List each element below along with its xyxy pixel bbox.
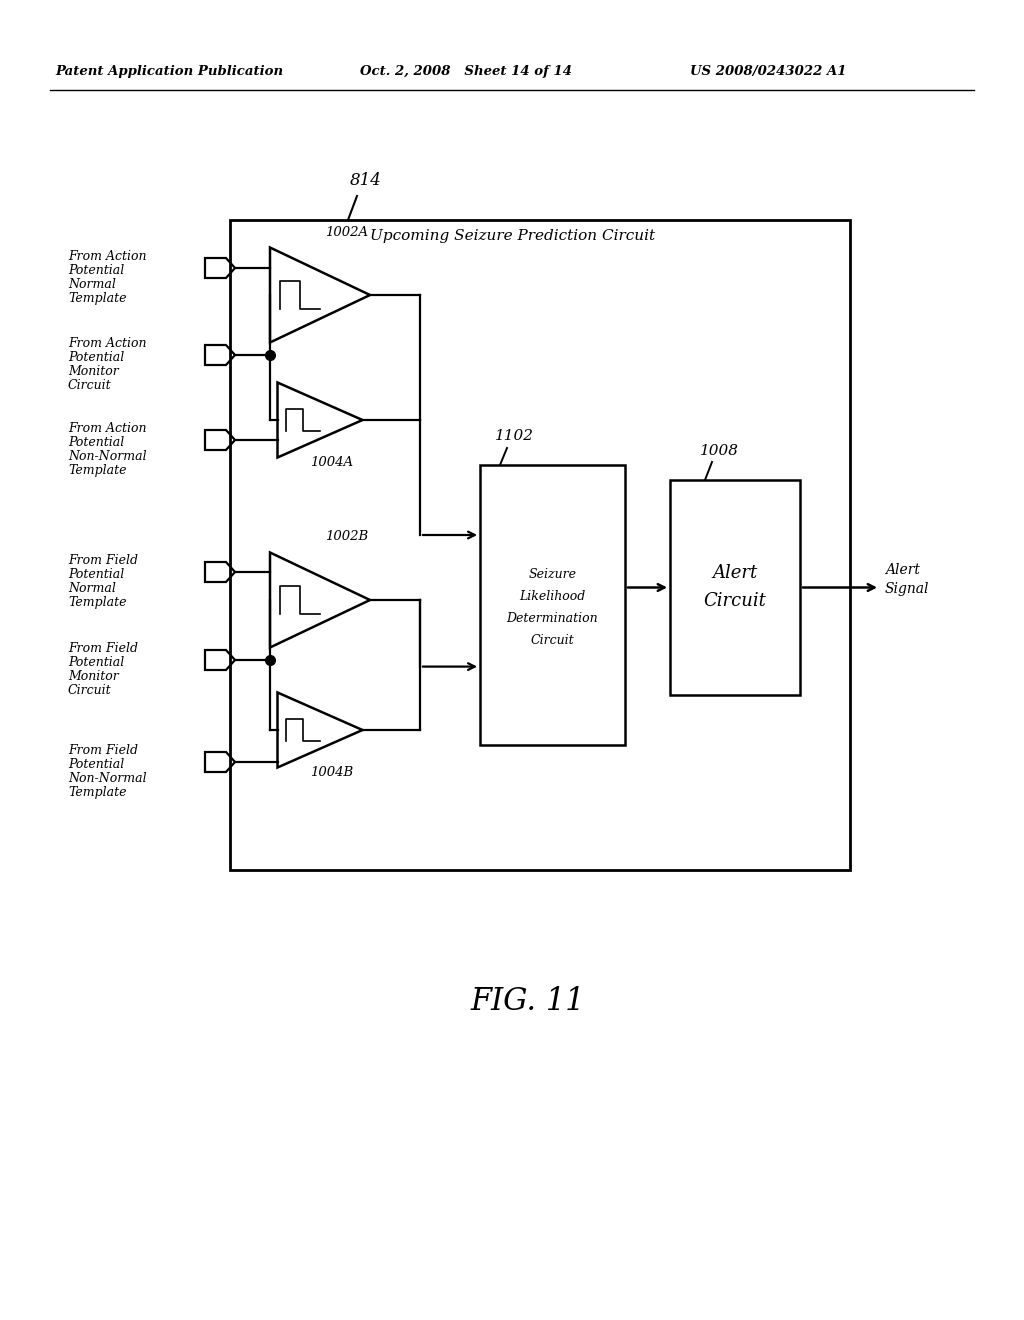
Text: Template: Template [68,292,127,305]
Text: Upcoming Seizure Prediction Circuit: Upcoming Seizure Prediction Circuit [370,228,655,243]
Text: Signal: Signal [885,582,930,597]
Text: From Field: From Field [68,642,138,655]
Text: 1004A: 1004A [310,455,353,469]
Text: Non-Normal: Non-Normal [68,450,146,463]
Text: Template: Template [68,465,127,477]
Text: Oct. 2, 2008   Sheet 14 of 14: Oct. 2, 2008 Sheet 14 of 14 [360,65,572,78]
Text: Template: Template [68,597,127,609]
Text: From Field: From Field [68,554,138,568]
Text: Determination: Determination [507,612,598,626]
Text: Template: Template [68,785,127,799]
Text: 1002A: 1002A [325,226,368,239]
Text: Likelihood: Likelihood [519,590,586,603]
Text: Potential: Potential [68,568,124,581]
Text: Potential: Potential [68,351,124,364]
Text: Potential: Potential [68,758,124,771]
Text: Potential: Potential [68,436,124,449]
Text: Monitor: Monitor [68,366,119,378]
Text: From Action: From Action [68,422,146,436]
Text: Normal: Normal [68,582,116,595]
Text: 1004B: 1004B [310,766,353,779]
Text: From Field: From Field [68,744,138,756]
Text: From Action: From Action [68,337,146,350]
Text: 814: 814 [350,172,382,189]
Text: Potential: Potential [68,656,124,669]
Text: From Action: From Action [68,249,146,263]
Text: Seizure: Seizure [528,569,577,582]
Text: Circuit: Circuit [703,591,766,610]
Text: Alert: Alert [885,562,920,577]
Text: Circuit: Circuit [68,684,112,697]
Text: 1008: 1008 [700,444,739,458]
Text: Circuit: Circuit [530,635,574,648]
Text: 1002B: 1002B [325,531,369,544]
Text: US 2008/0243022 A1: US 2008/0243022 A1 [690,65,847,78]
Text: Potential: Potential [68,264,124,277]
Text: Non-Normal: Non-Normal [68,772,146,785]
Text: Normal: Normal [68,279,116,290]
Text: Alert: Alert [713,564,758,582]
Text: Circuit: Circuit [68,379,112,392]
Text: 1102: 1102 [495,429,534,444]
Text: Patent Application Publication: Patent Application Publication [55,65,283,78]
Text: Monitor: Monitor [68,671,119,682]
Text: FIG. 11: FIG. 11 [470,986,585,1016]
